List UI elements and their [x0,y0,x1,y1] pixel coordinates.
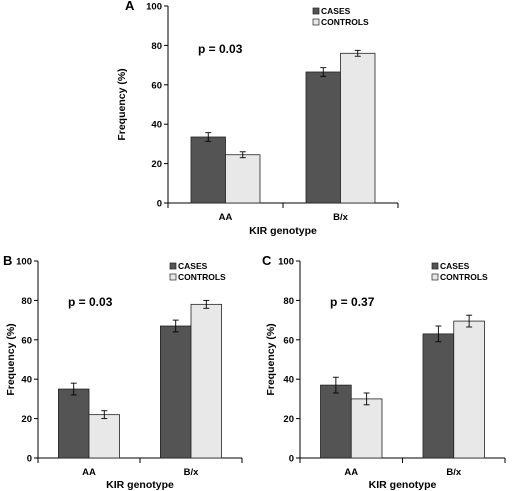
panel-letter: B [3,253,12,268]
x-axis-label: KIR genotype [106,479,174,491]
bar-controls [190,303,223,459]
bar-cases [58,388,90,459]
legend-label: CASES [321,6,351,16]
y-axis-label: Frequency (%) [265,323,277,395]
x-category-label: B/x [333,212,349,223]
legend-swatch [431,262,439,270]
legend-swatch [169,273,177,281]
x-category-label: AA [344,467,358,478]
legend-label: CASES [440,261,470,271]
x-category-label: B/x [184,467,200,478]
y-tick-label: 80 [283,296,294,307]
p-value-annotation: p = 0.03 [68,295,113,309]
legend-label: CONTROLS [178,272,226,282]
y-tick-label: 40 [151,120,162,131]
x-category-label: B/x [446,467,462,478]
legend-label: CONTROLS [440,272,488,282]
x-category-label: AA [82,467,96,478]
p-value-annotation: p = 0.37 [330,295,375,309]
y-tick-label: 60 [151,80,162,91]
legend-label: CONTROLS [321,17,369,27]
y-tick-label: 100 [278,257,294,268]
x-category-label: AA [219,212,233,223]
y-tick-label: 0 [289,454,294,465]
bar-cases [190,136,226,204]
bar-cases [159,325,192,459]
y-tick-label: 80 [151,41,162,52]
bar-cases [305,71,341,204]
y-tick-label: 20 [21,414,32,425]
bar-controls [88,414,121,459]
bar-cases [422,333,455,459]
bar-cases [320,384,352,459]
y-tick-label: 60 [283,335,294,346]
y-tick-label: 40 [283,375,294,386]
legend-swatch [431,273,439,281]
bar-controls [350,398,383,459]
legend-swatch [312,7,320,15]
y-tick-label: 20 [283,414,294,425]
y-tick-label: 100 [146,2,162,13]
y-tick-label: 0 [157,199,162,210]
y-tick-label: 40 [21,375,32,386]
legend-label: CASES [178,261,208,271]
y-tick-label: 60 [21,335,32,346]
y-tick-label: 0 [27,454,32,465]
x-axis-label: KIR genotype [249,225,317,237]
p-value-annotation: p = 0.03 [198,42,243,56]
bar-controls [340,52,376,204]
y-tick-label: 20 [151,159,162,170]
x-axis-label: KIR genotype [369,479,437,491]
y-tick-label: 80 [21,296,32,307]
y-axis-label: Frequency (%) [5,323,17,395]
legend-swatch [312,18,320,26]
panel-letter: C [262,253,272,268]
y-axis-label: Frequency (%) [116,68,128,140]
bar-controls [225,154,261,204]
panel-letter: A [125,0,135,13]
y-tick-label: 100 [16,257,32,268]
legend-swatch [169,262,177,270]
bar-controls [453,320,485,459]
